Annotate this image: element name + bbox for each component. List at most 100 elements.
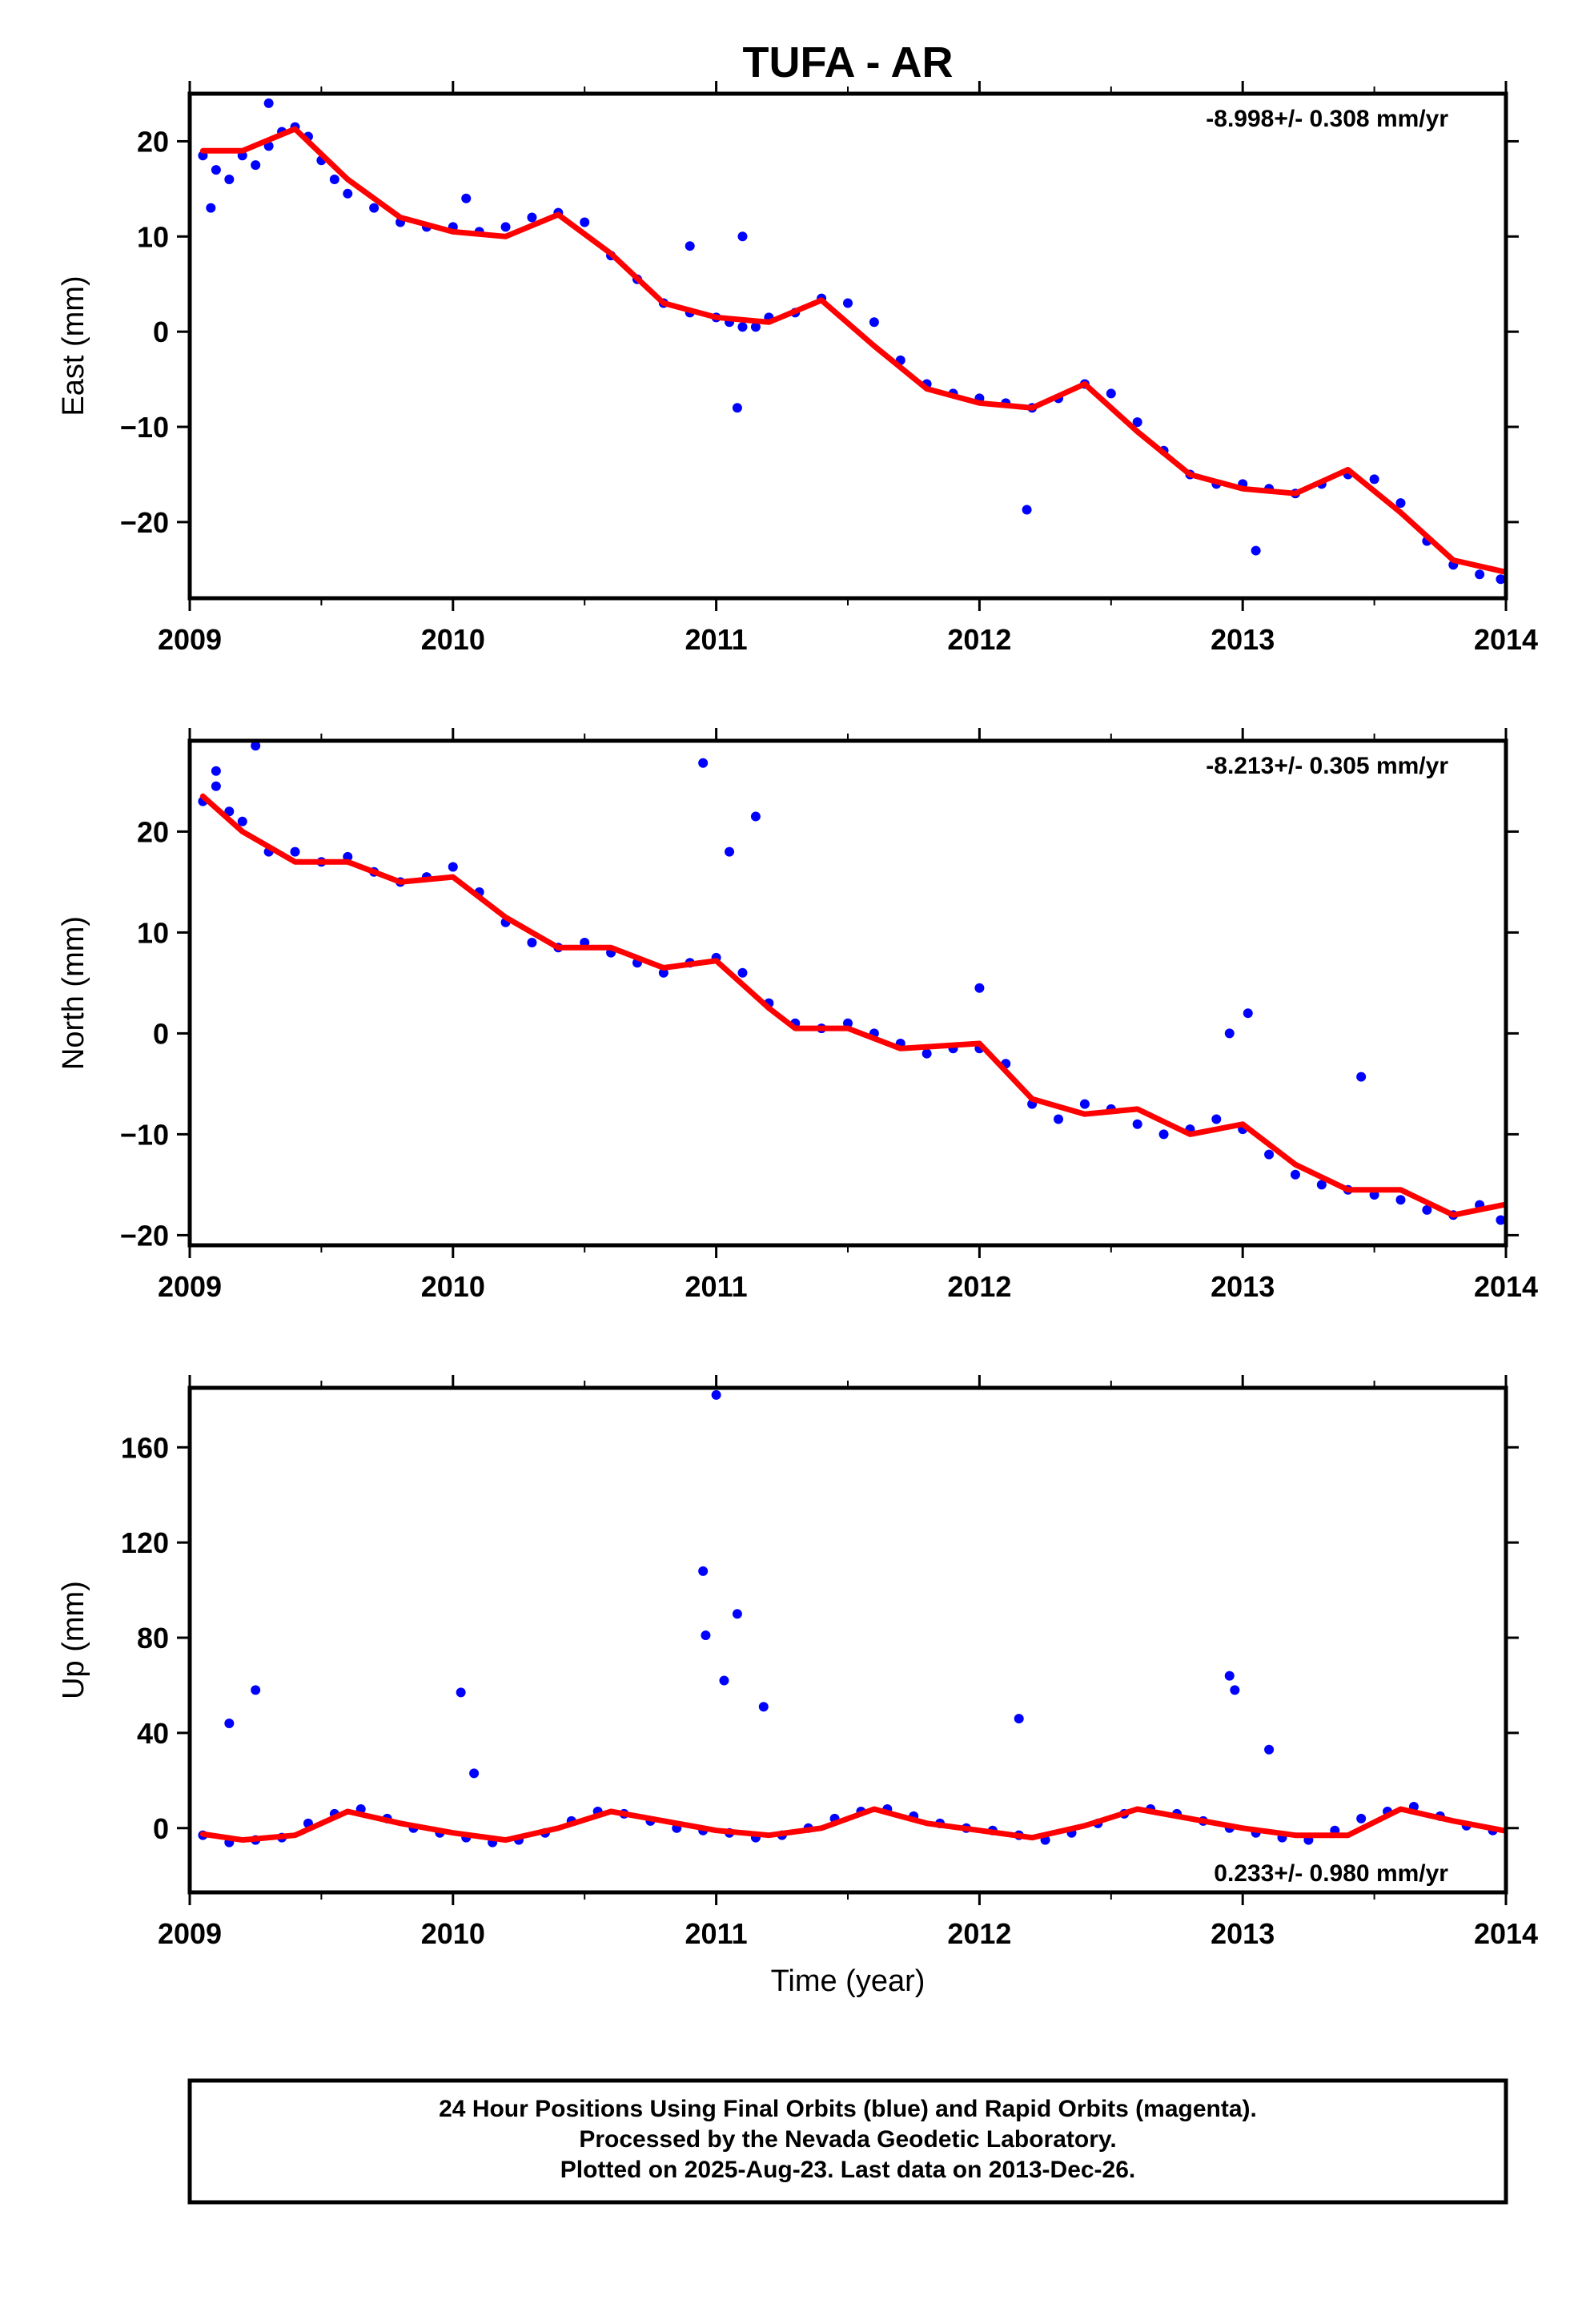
- data-point: [237, 816, 247, 826]
- data-point: [719, 1675, 729, 1686]
- data-point: [725, 846, 735, 857]
- data-point: [206, 203, 216, 213]
- north-panel: −20 −10 0 10 20 2009 2010 2011 2012 2013 2014 -8.21…: [57, 728, 1538, 1303]
- data-point: [224, 1719, 235, 1729]
- footer-box: 24 Hour Positions Using Final Orbits (bl…: [187, 2078, 1508, 2205]
- data-point: [251, 1685, 261, 1695]
- footer-line-2: Processed by the Nevada Geodetic Laborat…: [579, 2126, 1116, 2153]
- data-point: [1106, 388, 1116, 399]
- data-point: [974, 983, 985, 993]
- x-tick-label: 2010: [421, 1917, 485, 1950]
- data-point: [500, 222, 511, 232]
- data-point: [461, 193, 472, 203]
- fit-line: [199, 1806, 1506, 1844]
- data-point: [527, 938, 537, 947]
- x-tick-label: 2014: [1474, 1917, 1538, 1950]
- data-point: [1158, 1129, 1169, 1140]
- data-point: [1356, 1072, 1367, 1082]
- data-point: [698, 1566, 709, 1576]
- data-point: [1054, 1114, 1064, 1124]
- data-point: [658, 967, 669, 978]
- y-tick-label: 0: [153, 316, 169, 348]
- data-point: [869, 317, 879, 328]
- data-point: [1132, 417, 1142, 428]
- data-point: [224, 174, 235, 184]
- y-tick-label: 10: [137, 916, 169, 949]
- x-tick-label: 2010: [421, 1270, 485, 1303]
- data-point: [1211, 1114, 1222, 1124]
- data-point: [843, 298, 853, 308]
- data-point: [1316, 1180, 1327, 1190]
- data-point: [1496, 574, 1506, 585]
- data-point: [456, 1687, 466, 1698]
- data-point: [1230, 1685, 1240, 1695]
- data-point: [1022, 505, 1032, 515]
- data-point: [737, 967, 748, 978]
- y-tick-label: 40: [137, 1717, 169, 1750]
- y-axis-label: East (mm): [57, 275, 90, 416]
- data-point: [1224, 1671, 1235, 1681]
- x-tick-label: 2011: [685, 623, 748, 656]
- data-point: [211, 165, 221, 175]
- up-panel: 0 40 80 120 160 2009 2010 2011 2012 2013 2014 0.233…: [57, 1375, 1538, 1998]
- x-tick-label: 2009: [158, 1917, 222, 1950]
- data-point: [1243, 1008, 1253, 1019]
- x-tick-label: 2014: [1474, 623, 1538, 656]
- data-point: [758, 1702, 769, 1712]
- data-point: [448, 862, 458, 872]
- data-point: [698, 758, 709, 768]
- data-point: [263, 98, 274, 108]
- data-point: [1395, 1195, 1406, 1205]
- x-tick-label: 2012: [947, 1270, 1011, 1303]
- rate-label: -8.213+/- 0.305 mm/yr: [1206, 753, 1448, 779]
- y-tick-label: 0: [153, 1017, 169, 1050]
- data-point: [685, 241, 695, 251]
- data-point: [1132, 1119, 1142, 1129]
- x-tick-label: 2009: [158, 1270, 222, 1303]
- y-tick-label: 20: [137, 815, 169, 848]
- east-panel: −20 −10 0 10 20 2009 2010 2011 2012 2013 2014 -8.99…: [57, 81, 1538, 656]
- data-point: [1369, 474, 1379, 485]
- figure-title: TUFA - AR: [743, 38, 954, 86]
- x-tick-label: 2013: [1211, 623, 1275, 656]
- x-tick-label: 2011: [685, 1270, 748, 1303]
- data-point: [251, 741, 261, 751]
- x-tick-label: 2013: [1211, 1270, 1275, 1303]
- y-tick-label: 160: [121, 1431, 169, 1464]
- x-tick-label: 2014: [1474, 1270, 1538, 1303]
- data-point: [251, 160, 261, 171]
- data-point: [1496, 1215, 1506, 1225]
- y-tick-label: −10: [120, 1118, 169, 1151]
- data-point: [469, 1768, 480, 1779]
- plot-frame: [187, 1385, 1508, 1895]
- y-tick-label: 80: [137, 1622, 169, 1655]
- data-point: [211, 766, 221, 776]
- data-point: [732, 1609, 742, 1619]
- data-point: [1014, 1714, 1024, 1724]
- y-axis-label: Up (mm): [57, 1581, 90, 1699]
- data-point: [343, 188, 353, 199]
- plot-frame: [187, 738, 1508, 1248]
- data-point: [1422, 1204, 1432, 1215]
- data-point: [921, 1048, 932, 1059]
- data-point: [1264, 1149, 1275, 1160]
- data-point: [737, 231, 748, 242]
- y-tick-label: 20: [137, 125, 169, 158]
- data-point: [580, 217, 590, 227]
- data-point: [290, 846, 300, 857]
- data-point: [1395, 498, 1406, 509]
- data-point: [224, 806, 235, 817]
- data-layer: [198, 741, 1506, 1225]
- data-point: [1475, 569, 1485, 580]
- data-layer: [198, 1389, 1506, 1848]
- data-point: [1224, 1028, 1235, 1039]
- data-point: [711, 1389, 721, 1400]
- y-tick-label: 10: [137, 220, 169, 253]
- data-point: [1251, 545, 1261, 556]
- data-point: [737, 322, 748, 332]
- x-axis-label: Time (year): [771, 1964, 926, 1998]
- y-tick-label: −20: [120, 506, 169, 539]
- footer-line-3: Plotted on 2025-Aug-23. Last data on 201…: [560, 2157, 1136, 2183]
- data-point: [732, 403, 742, 413]
